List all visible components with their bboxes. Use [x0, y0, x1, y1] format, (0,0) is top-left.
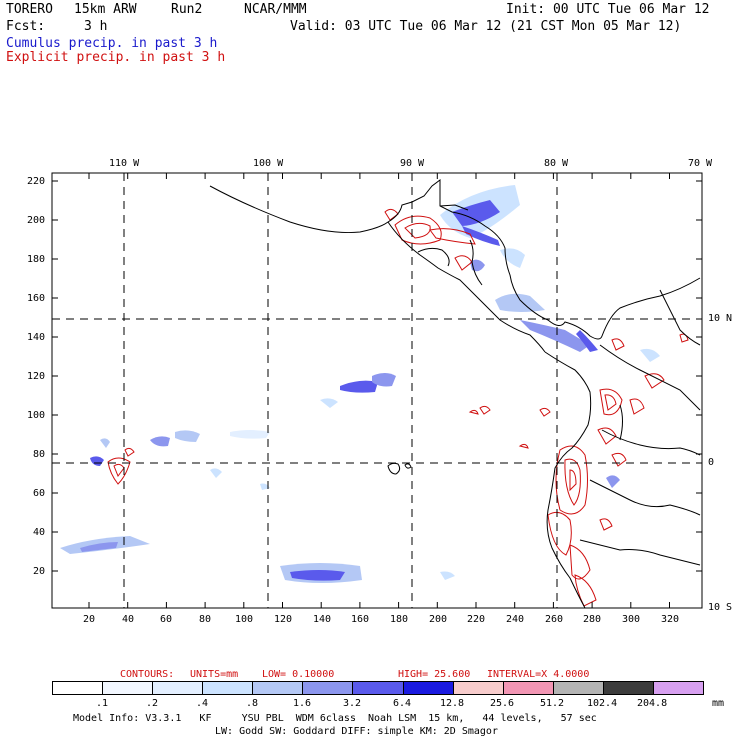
- x-tick-label: 320: [661, 614, 680, 625]
- explicit-precip-label: Explicit precip. in past 3 h: [6, 50, 226, 65]
- model-resolution: 15km ARW: [74, 2, 137, 17]
- color-bar-swatch: [53, 682, 104, 694]
- x-tick-label: 280: [583, 614, 602, 625]
- y-tick-label: 40: [33, 527, 46, 538]
- x-tick-label: 160: [351, 614, 370, 625]
- x-tick-label: 140: [313, 614, 332, 625]
- lon-label-90w: 90 W: [400, 158, 425, 169]
- color-bar-swatch: [503, 682, 554, 694]
- x-tick-label: 80: [199, 614, 212, 625]
- x-tick-label: 180: [390, 614, 409, 625]
- color-bar-label: .8: [246, 698, 259, 709]
- color-bar-swatch: [403, 682, 454, 694]
- x-tick-label: 60: [160, 614, 173, 625]
- color-bar-label: 102.4: [587, 698, 618, 709]
- y-tick-label: 200: [27, 215, 46, 226]
- lat-label-0: 0: [708, 457, 715, 468]
- color-bar-swatch: [153, 682, 204, 694]
- color-bar-swatch: [553, 682, 604, 694]
- graticule: [52, 173, 702, 608]
- y-tick-label: 20: [33, 566, 46, 577]
- contour-units: UNITS=mm: [190, 669, 239, 680]
- color-bar-swatch: [353, 682, 404, 694]
- contour-low: LOW= 0.10000: [262, 669, 335, 680]
- y-tick-label: 180: [27, 254, 46, 265]
- x-tick-label: 240: [506, 614, 525, 625]
- physics-info: LW: Godd SW: Goddard DIFF: simple KM: 2D…: [215, 726, 498, 737]
- x-tick-label: 200: [429, 614, 448, 625]
- color-bar-label: 204.8: [637, 698, 668, 709]
- contour-high: HIGH= 25.600: [398, 669, 471, 680]
- contour-interval: INTERVAL=X 4.0000: [487, 669, 590, 680]
- color-bar-swatch: [653, 682, 704, 694]
- coastlines: [209, 179, 701, 609]
- x-tick-label: 100: [235, 614, 254, 625]
- x-tick-label: 260: [545, 614, 564, 625]
- x-tick-label: 40: [122, 614, 135, 625]
- y-tick-label: 80: [33, 449, 46, 460]
- y-tick-label: 140: [27, 332, 46, 343]
- x-tick-label: 220: [467, 614, 486, 625]
- color-bar-label: 12.8: [440, 698, 465, 709]
- color-bar-label: 25.6: [490, 698, 515, 709]
- cumulus-precip-areas: [60, 185, 660, 583]
- contour-title: CONTOURS:: [120, 669, 175, 680]
- color-bar-unit: mm: [712, 698, 725, 709]
- lon-label-100w: 100 W: [253, 158, 284, 169]
- x-tick-label: 300: [622, 614, 641, 625]
- color-bar-swatch: [253, 682, 304, 694]
- color-bar-swatch: [203, 682, 254, 694]
- forecast-hours: 3 h: [84, 19, 108, 34]
- y-tick-label: 60: [33, 488, 46, 499]
- lon-label-110w: 110 W: [109, 158, 140, 169]
- color-bar-swatch: [603, 682, 654, 694]
- y-tick-label: 220: [27, 176, 46, 187]
- color-bar-label: .1: [96, 698, 109, 709]
- x-tick-label: 20: [83, 614, 96, 625]
- lat-label-10s: 10 S: [708, 602, 733, 613]
- model-info: Model Info: V3.3.1 KF YSU PBL WDM 6class…: [73, 713, 597, 724]
- lon-label-80w: 80 W: [544, 158, 569, 169]
- organization: NCAR/MMM: [244, 2, 307, 17]
- x-axis-ticks: [88, 173, 670, 608]
- lon-label-70w: 70 W: [688, 158, 713, 169]
- color-bar-label: 51.2: [540, 698, 565, 709]
- color-bar-swatch: [303, 682, 354, 694]
- y-axis-ticks: [52, 180, 702, 572]
- color-bar-label: .4: [196, 698, 209, 709]
- precip-color-bar: [52, 681, 704, 695]
- forecast-label: Fcst:: [6, 19, 46, 34]
- color-bar-label: 3.2: [343, 698, 362, 709]
- y-tick-label: 120: [27, 371, 46, 382]
- run-label: Run2: [171, 2, 203, 17]
- color-bar-label: .2: [146, 698, 159, 709]
- y-tick-label: 160: [27, 293, 46, 304]
- valid-time: Valid: 03 UTC Tue 06 Mar 12 (21 CST Mon …: [290, 19, 682, 34]
- color-bar-label: 1.6: [293, 698, 312, 709]
- lat-label-10n: 10 N: [708, 313, 733, 324]
- init-time: Init: 00 UTC Tue 06 Mar 12: [506, 2, 710, 17]
- model-name: TORERO: [6, 2, 53, 17]
- cumulus-precip-label: Cumulus precip. in past 3 h: [6, 36, 218, 51]
- color-bar-swatch: [103, 682, 154, 694]
- x-tick-label: 120: [274, 614, 293, 625]
- y-tick-label: 100: [27, 410, 46, 421]
- color-bar-swatch: [453, 682, 504, 694]
- color-bar-label: 6.4: [393, 698, 412, 709]
- map-frame: [51, 172, 703, 609]
